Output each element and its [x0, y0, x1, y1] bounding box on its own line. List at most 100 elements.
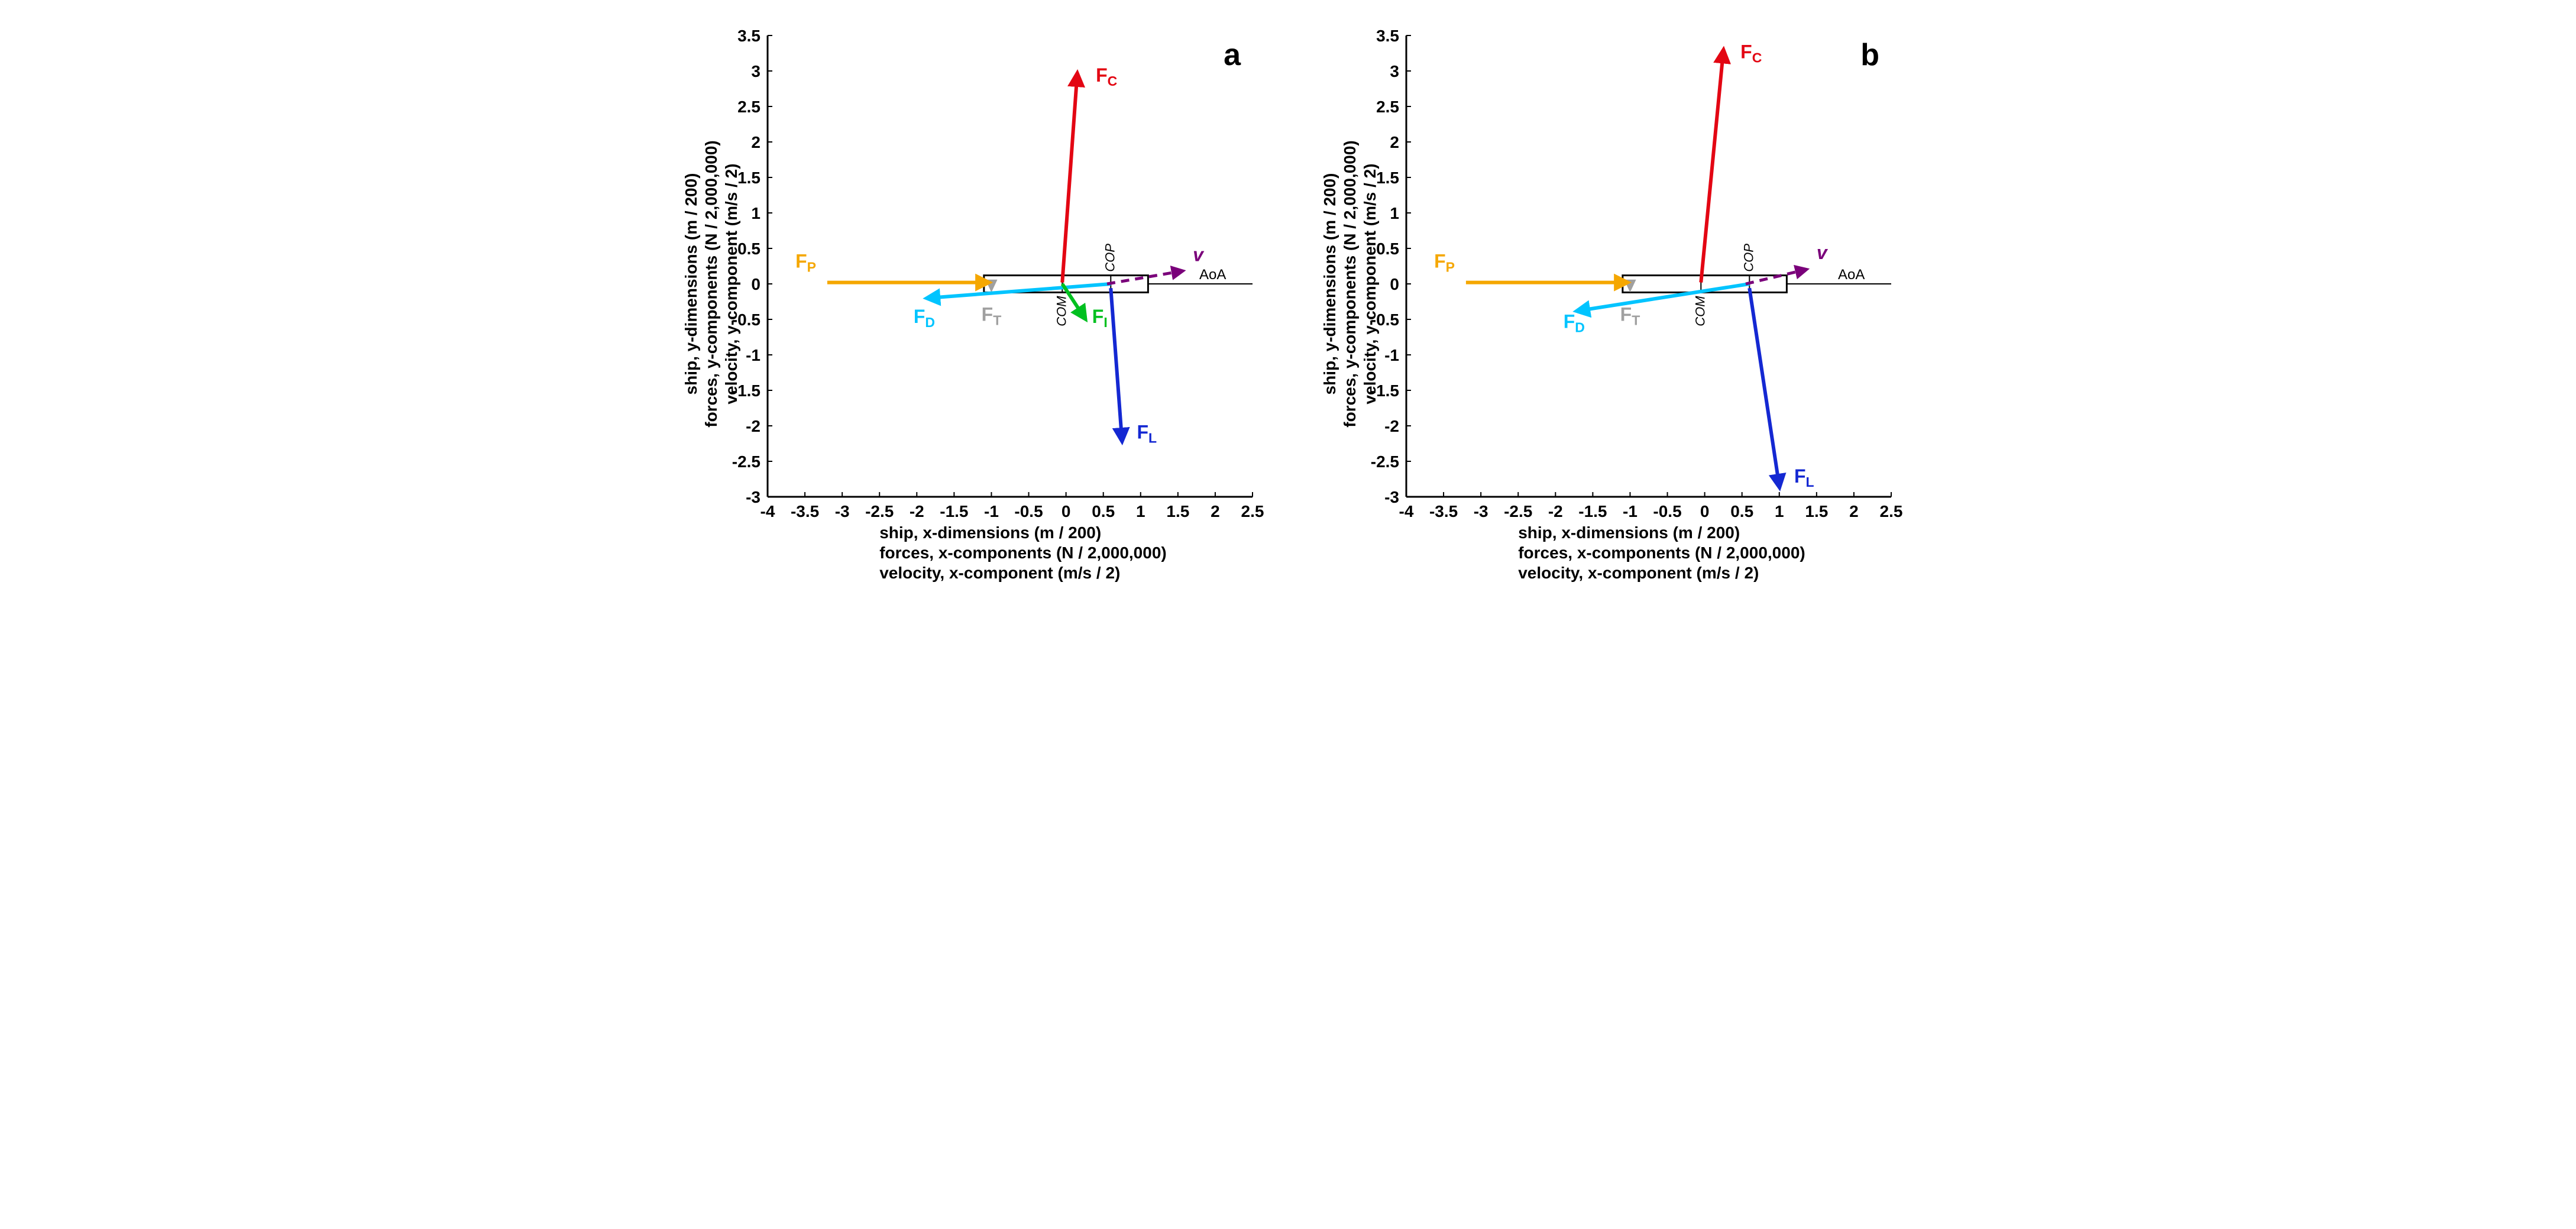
svg-text:COP: COP: [1102, 244, 1117, 272]
svg-text:0.5: 0.5: [1376, 240, 1399, 258]
svg-text:-2.5: -2.5: [732, 452, 760, 471]
svg-text:2: 2: [1849, 502, 1859, 520]
svg-text:0.5: 0.5: [1730, 502, 1753, 520]
svg-text:1: 1: [1775, 502, 1784, 520]
svg-text:-2: -2: [746, 417, 760, 435]
x-axis-label: ship, x-dimensions (m / 200): [1518, 523, 1740, 542]
y-axis-label: velocity, y-component (m/s / 2): [722, 163, 740, 404]
svg-text:-2.5: -2.5: [865, 502, 894, 520]
svg-text:v: v: [1193, 244, 1205, 266]
svg-text:COP: COP: [1741, 244, 1756, 272]
panel-label: b: [1860, 38, 1879, 72]
svg-text:3: 3: [751, 62, 760, 80]
svg-text:0: 0: [1390, 275, 1399, 293]
panel-label: a: [1224, 38, 1241, 72]
x-axis-label: ship, x-dimensions (m / 200): [879, 523, 1101, 542]
svg-text:1: 1: [751, 204, 760, 222]
chart-svg: -4 -3.5 -3 -2.5 -2 -1.5 -1 -0.5 0 0.5 1 1.5 2 2.5 -3 -2…: [661, 18, 1276, 609]
svg-text:FP: FP: [1434, 250, 1455, 274]
svg-text:-2: -2: [1384, 417, 1399, 435]
svg-text:0.5: 0.5: [1092, 502, 1115, 520]
svg-text:-1.5: -1.5: [940, 502, 968, 520]
y-axis-label: ship, y-dimensions (m / 200): [682, 173, 700, 395]
svg-text:-0.5: -0.5: [1014, 502, 1043, 520]
svg-text:-1: -1: [746, 346, 760, 364]
svg-text:COM: COM: [1692, 296, 1707, 326]
svg-text:AoA: AoA: [1199, 267, 1226, 283]
svg-text:-3.5: -3.5: [791, 502, 819, 520]
velocity-vector: [1107, 271, 1182, 284]
svg-text:-3: -3: [1474, 502, 1488, 520]
x-axis-label: forces, x-components (N / 2,000,000): [879, 544, 1167, 562]
x-axis-label: velocity, x-component (m/s / 2): [879, 564, 1120, 582]
svg-text:-1: -1: [984, 502, 999, 520]
svg-text:2: 2: [1211, 502, 1220, 520]
svg-text:-2: -2: [1548, 502, 1563, 520]
svg-text:-1.5: -1.5: [1578, 502, 1607, 520]
y-axis-label: forces, y-components (N / 2,000,000): [1341, 140, 1359, 428]
svg-text:2.5: 2.5: [737, 98, 760, 116]
svg-text:-1: -1: [1623, 502, 1637, 520]
svg-text:FT: FT: [1620, 303, 1640, 328]
svg-text:FI: FI: [1092, 306, 1108, 330]
svg-text:-1: -1: [1384, 346, 1399, 364]
svg-text:COM: COM: [1054, 296, 1069, 326]
svg-text:1: 1: [1390, 204, 1399, 222]
svg-text:1.5: 1.5: [1805, 502, 1828, 520]
svg-text:FL: FL: [1794, 465, 1814, 490]
panel-a: -4 -3.5 -3 -2.5 -2 -1.5 -1 -0.5 0 0.5 1 1.5 2 2.5 -3 -2…: [661, 18, 1276, 609]
vector-FC: [1701, 51, 1723, 282]
svg-text:0: 0: [1700, 502, 1710, 520]
svg-text:-0.5: -0.5: [1653, 502, 1681, 520]
svg-text:FC: FC: [1740, 41, 1762, 65]
svg-text:FD: FD: [1564, 311, 1585, 335]
svg-text:-4: -4: [1399, 502, 1414, 520]
svg-text:FP: FP: [795, 250, 816, 274]
svg-text:1.5: 1.5: [1166, 502, 1189, 520]
svg-text:0.5: 0.5: [737, 240, 760, 258]
svg-text:AoA: AoA: [1838, 267, 1865, 283]
svg-text:2.5: 2.5: [1376, 98, 1399, 116]
svg-text:3: 3: [1390, 62, 1399, 80]
svg-text:-3: -3: [835, 502, 850, 520]
svg-text:1.5: 1.5: [737, 169, 760, 187]
svg-text:v: v: [1817, 242, 1829, 263]
svg-text:1.5: 1.5: [1376, 169, 1399, 187]
svg-text:0: 0: [1062, 502, 1071, 520]
vector-FL: [1749, 288, 1779, 486]
x-axis-label: velocity, x-component (m/s / 2): [1518, 564, 1759, 582]
y-axis-label: forces, y-components (N / 2,000,000): [702, 140, 720, 428]
ship: COM COP AoA: [1623, 244, 1891, 326]
vector-FL: [1111, 288, 1122, 440]
svg-text:2.5: 2.5: [1880, 502, 1903, 520]
svg-text:FD: FD: [914, 306, 935, 330]
svg-text:-4: -4: [760, 502, 775, 520]
svg-text:2.5: 2.5: [1241, 502, 1264, 520]
y-axis-label: ship, y-dimensions (m / 200): [1321, 173, 1339, 395]
svg-text:2: 2: [1390, 133, 1399, 151]
svg-text:-2: -2: [910, 502, 924, 520]
vector-FD: [928, 284, 1111, 298]
vector-FD: [1578, 284, 1749, 311]
chart-svg: -4 -3.5 -3 -2.5 -2 -1.5 -1 -0.5 0 0.5 1 1.5 2 2.5 -3 -2…: [1300, 18, 1915, 609]
x-axis-label: forces, x-components (N / 2,000,000): [1518, 544, 1805, 562]
svg-text:FL: FL: [1137, 422, 1157, 446]
vector-FC: [1062, 75, 1077, 283]
svg-text:FT: FT: [982, 303, 1002, 328]
svg-text:-3.5: -3.5: [1429, 502, 1458, 520]
svg-text:2: 2: [751, 133, 760, 151]
svg-text:0: 0: [751, 275, 760, 293]
figure: -4 -3.5 -3 -2.5 -2 -1.5 -1 -0.5 0 0.5 1 1.5 2 2.5 -3 -2…: [0, 0, 2576, 627]
svg-text:-3: -3: [1384, 488, 1399, 506]
svg-text:3.5: 3.5: [737, 27, 760, 45]
force-vectors: FD FP FL FC: [1434, 41, 1814, 489]
svg-text:-2.5: -2.5: [1371, 452, 1399, 471]
panel-b: -4 -3.5 -3 -2.5 -2 -1.5 -1 -0.5 0 0.5 1 1.5 2 2.5 -3 -2…: [1300, 18, 1915, 609]
ship: COM COP AoA: [984, 244, 1253, 326]
svg-text:-2.5: -2.5: [1504, 502, 1532, 520]
svg-text:1: 1: [1136, 502, 1145, 520]
y-axis-label: velocity, y-component (m/s / 2): [1361, 163, 1379, 404]
svg-text:-3: -3: [746, 488, 760, 506]
svg-text:FC: FC: [1096, 64, 1117, 89]
svg-text:3.5: 3.5: [1376, 27, 1399, 45]
